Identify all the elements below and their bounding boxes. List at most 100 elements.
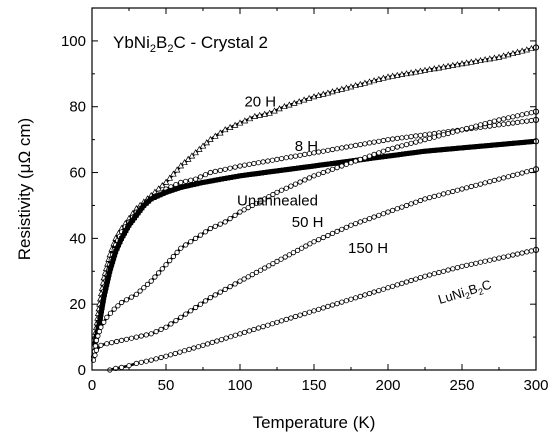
data-point — [173, 166, 181, 173]
data-point — [241, 276, 247, 282]
data-point — [412, 68, 420, 75]
x-tick-label: 100 — [227, 377, 252, 394]
annotation-layer: 20 H 8 H Unannealed 50 H 150 H LuNi2B2C — [237, 94, 493, 307]
data-point — [152, 274, 158, 280]
data-point — [101, 295, 107, 300]
data-point — [102, 288, 108, 294]
data-point — [500, 254, 507, 260]
data-point — [115, 303, 121, 309]
data-point — [106, 272, 112, 277]
data-point — [217, 167, 223, 173]
data-point — [307, 241, 313, 247]
data-point — [246, 161, 252, 167]
data-point — [92, 343, 99, 349]
data-point — [385, 209, 391, 215]
data-point — [178, 245, 184, 251]
data-point — [339, 145, 345, 151]
data-point — [270, 260, 276, 267]
data-point — [193, 176, 199, 182]
data-point — [514, 251, 521, 257]
data-point — [103, 285, 109, 291]
data-point — [334, 146, 340, 152]
data-point — [123, 336, 130, 342]
data-point — [419, 149, 425, 154]
x-tick-label: 50 — [158, 377, 175, 394]
data-point — [170, 170, 177, 177]
data-point — [468, 58, 475, 65]
data-point — [117, 239, 123, 245]
data-point — [166, 174, 173, 181]
data-point — [283, 185, 289, 191]
data-point — [500, 121, 507, 127]
data-point — [266, 109, 273, 116]
data-point — [256, 111, 263, 118]
data-point — [394, 152, 400, 158]
data-point — [305, 94, 313, 101]
y-tick-label: 20 — [69, 296, 86, 313]
y-axis-label: Resistivity (μΩ cm) — [15, 118, 34, 260]
data-point — [280, 167, 286, 173]
series-50-h — [90, 108, 540, 360]
data-point — [438, 147, 443, 153]
data-point — [481, 56, 489, 63]
data-point — [339, 159, 345, 165]
data-point — [324, 89, 332, 96]
data-point — [286, 252, 292, 258]
data-point — [491, 256, 497, 262]
data-point — [146, 198, 152, 204]
data-point — [93, 337, 100, 343]
data-point — [343, 298, 349, 304]
data-point — [512, 140, 517, 146]
data-point — [212, 168, 218, 174]
data-point — [227, 216, 233, 222]
data-point — [237, 331, 243, 337]
data-point — [362, 292, 368, 298]
data-point — [163, 353, 169, 359]
data-point — [357, 156, 363, 162]
data-point — [274, 156, 280, 162]
data-point — [490, 142, 496, 148]
data-point — [491, 177, 497, 183]
data-point — [325, 303, 331, 309]
data-point — [408, 134, 414, 140]
data-point — [524, 111, 530, 117]
data-point — [347, 83, 355, 90]
data-point — [209, 178, 215, 184]
data-point — [314, 163, 320, 168]
data-point — [269, 157, 275, 163]
data-point — [410, 150, 416, 156]
label-8-h: 8 H — [295, 138, 318, 155]
data-point — [385, 146, 391, 153]
data-point — [408, 140, 414, 146]
data-point — [391, 152, 397, 158]
data-point — [371, 151, 377, 157]
data-point — [234, 174, 240, 179]
data-point — [292, 181, 299, 187]
data-point — [376, 154, 382, 160]
x-tick-label: 0 — [88, 377, 96, 394]
data-point — [133, 360, 139, 366]
data-point — [445, 130, 451, 137]
data-point — [278, 318, 285, 324]
data-point — [288, 315, 294, 321]
data-point — [352, 142, 359, 148]
data-point — [305, 164, 311, 170]
data-point — [217, 129, 224, 136]
data-point — [137, 208, 143, 213]
data-point — [232, 164, 238, 170]
data-point — [440, 268, 447, 274]
data-point — [478, 143, 483, 149]
data-point — [93, 347, 100, 353]
label-50-h: 50 H — [292, 214, 324, 231]
data-point — [514, 119, 521, 126]
data-point — [459, 186, 465, 192]
data-point — [227, 283, 233, 290]
data-point — [473, 260, 479, 266]
data-point — [426, 65, 433, 73]
data-point — [102, 291, 107, 297]
data-point — [334, 300, 340, 307]
data-point — [197, 174, 204, 180]
data-point — [514, 48, 521, 55]
data-point — [505, 115, 511, 121]
data-point — [441, 147, 446, 152]
